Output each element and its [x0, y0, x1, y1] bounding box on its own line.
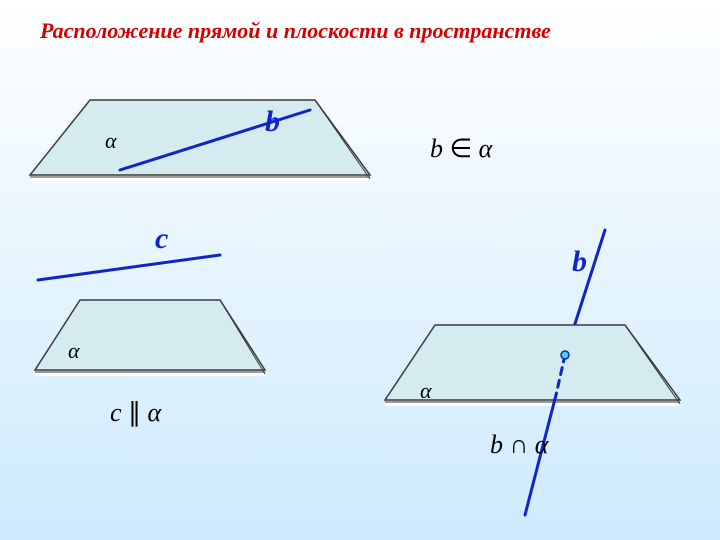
- diagrams-svg: [0, 0, 720, 540]
- line-b-label-2: b: [572, 245, 587, 279]
- alpha-1: α: [105, 128, 117, 154]
- formula-b-in-alpha: b ∈ α: [430, 134, 492, 164]
- formula-c-parallel-alpha: c ∥ α: [110, 398, 161, 428]
- alpha-2: α: [68, 338, 80, 364]
- line-b-label-1: b: [265, 105, 280, 139]
- line-c: [38, 255, 220, 280]
- intersection-point: [561, 351, 569, 359]
- formula-b-intersect-alpha: b ∩ α: [490, 430, 548, 460]
- stage: Расположение прямой и плоскости в простр…: [0, 0, 720, 540]
- alpha-3: α: [420, 378, 432, 404]
- page-title: Расположение прямой и плоскости в простр…: [40, 18, 551, 44]
- line-c-label: c: [155, 222, 168, 256]
- plane-1: [30, 100, 370, 175]
